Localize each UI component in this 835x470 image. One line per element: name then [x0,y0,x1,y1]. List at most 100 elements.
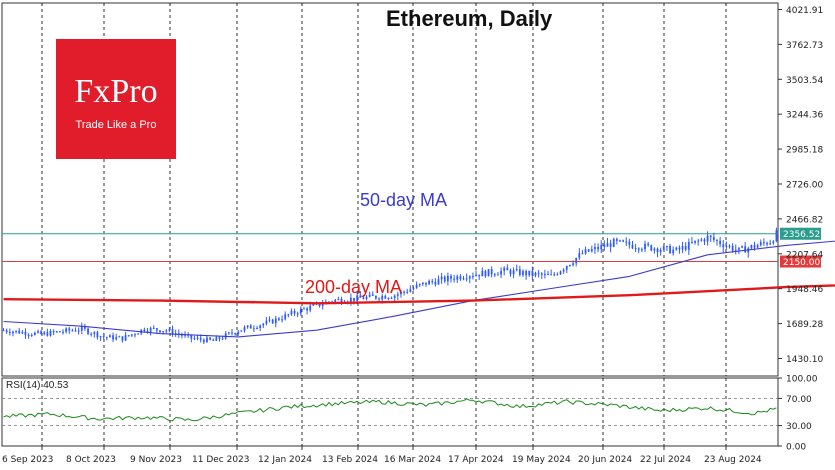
candle-body [381,296,384,300]
candle-body [121,336,124,341]
candle-body [637,248,640,250]
candle-body [669,245,671,254]
candle-body [478,274,481,277]
candle-body [703,239,706,242]
candle-body [8,331,11,334]
candle-body [766,242,768,245]
candle-body [299,308,302,314]
x-tick-label: 20 Jun 2024 [578,455,632,465]
candle-body [644,243,646,250]
candle-body [472,276,474,278]
candle-body [487,269,490,277]
x-tick-label: 6 Sep 2023 [2,455,53,465]
candle-body [418,283,421,285]
candle-body [303,308,305,310]
candle-body [712,237,715,240]
candle-body [12,331,14,334]
candle-body [547,273,549,275]
candle-body [65,328,68,332]
candle-body [559,271,562,275]
candle-body [159,330,161,333]
candle-body [734,249,737,251]
candle-body [625,241,628,243]
candle-body [531,270,534,276]
candle-body [412,287,415,290]
candle-body [553,274,556,276]
y-tick-label: 2207.64 [786,250,823,260]
candle-body [434,281,437,285]
candle-body [550,274,553,276]
candle-body [262,323,265,326]
candle-body [127,335,130,337]
y-tick-label: 3244.36 [786,111,823,121]
candle-body [631,244,634,249]
candle-body [437,279,440,285]
candle-body [368,294,371,297]
candle-body [87,328,89,334]
candle-body [619,240,621,242]
candle-body [212,339,215,341]
candle-body [162,331,165,333]
ma200-annotation: 200-day MA [305,277,403,297]
candle-body [493,274,496,276]
candle-body [775,230,778,242]
reference-lines: 2356.52 2150.00 [2,227,821,268]
candle-body [227,332,230,334]
candle-body [656,248,659,253]
x-tick-label: 16 Mar 2024 [384,455,441,465]
candle-body [769,243,772,245]
candle-body [409,289,412,292]
candle-body [403,291,405,293]
candle-body [440,276,443,280]
candle-body [716,239,718,241]
candle-body [134,334,136,336]
candle-body [590,249,593,252]
candle-body [453,278,456,280]
candle-body [737,247,740,250]
candle-body [105,337,108,339]
candle-body [102,336,105,338]
candle-body [556,274,559,276]
candle-body [490,269,493,275]
candle-body [603,245,606,247]
candle-body [512,270,515,275]
support-label: 2150.00 [783,258,820,268]
candle-body [337,299,340,301]
candle-body [237,331,240,334]
candle-body [572,263,574,265]
candle-body [600,245,603,250]
candle-body [597,246,599,250]
candle-body [190,334,193,339]
candle-body [456,276,459,280]
candle-body [231,332,233,334]
candle-body [340,299,343,303]
candle-body [481,270,484,277]
candle-body [640,249,643,251]
ma50-annotation: 50-day MA [360,190,448,210]
rsi-panel-frame [1,377,779,447]
candle-body [80,326,83,331]
candle-body [152,327,155,329]
candle-body [528,270,531,276]
candle-body [371,294,374,296]
logo-brand: FxPro [74,73,158,110]
candle-body [243,327,246,331]
candle-body [468,276,471,279]
candle-body [268,319,271,321]
candle-body [675,247,678,250]
candle-body [46,332,49,336]
candle-body [678,247,681,250]
fxpro-logo: FxPro Trade Like a Pro [56,39,176,159]
rsi-tick-label: 100.00 [786,375,818,385]
candle-body [443,276,446,282]
candle-body [390,297,393,299]
candle-body [622,240,625,242]
rsi-panel [2,397,778,427]
candle-body [515,269,518,271]
candle-body [706,235,709,242]
candle-body [406,291,409,293]
candle-body [562,269,565,272]
candle-body [193,338,196,340]
candle-body [750,245,753,249]
axis-labels: 4021.91 3762.73 3503.54 3244.36 2985.18 2726.… [2,6,823,465]
